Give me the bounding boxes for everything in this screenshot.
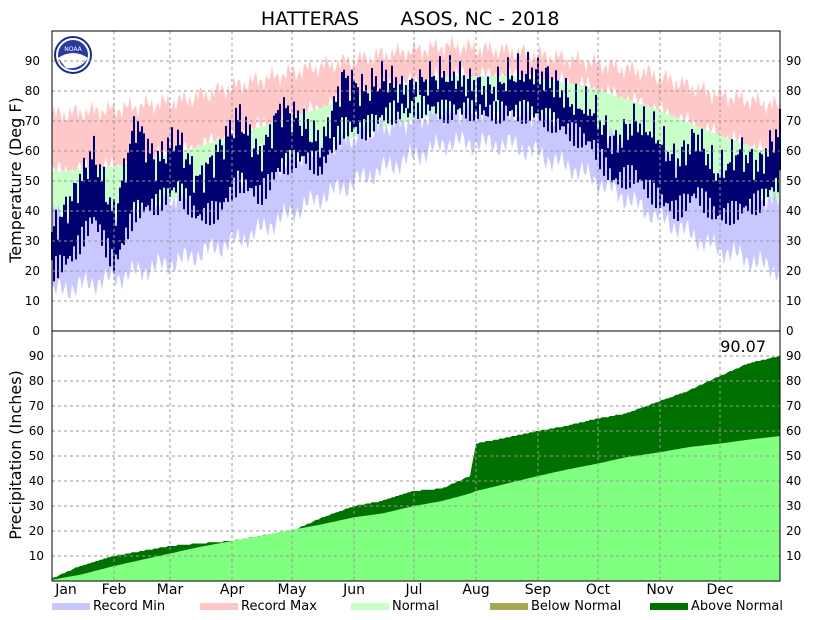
temp-tick-left: 80 bbox=[25, 84, 40, 98]
temp-tick-left: 40 bbox=[25, 204, 40, 218]
legend-label: Normal bbox=[392, 599, 439, 614]
month-tick-label: Apr bbox=[220, 582, 244, 598]
legend-swatch bbox=[200, 603, 238, 610]
temperature-panel: 0 0 10 10 20 20 30 30 40 40 50 50 60 60 70 70 80 80 90 90 bbox=[25, 30, 801, 338]
legend-label: Above Normal bbox=[691, 599, 783, 614]
normal-precip-area bbox=[52, 436, 780, 581]
month-tick-label: Mar bbox=[157, 582, 184, 598]
record-min-band bbox=[52, 98, 780, 300]
svg-text:NOAA: NOAA bbox=[64, 46, 82, 53]
month-tick-label: Dec bbox=[706, 582, 733, 598]
precip-tick-left: 50 bbox=[29, 449, 44, 463]
month-axis: Jan Feb Mar Apr May Jun Jul Aug Sep Oct Nov Dec bbox=[54, 582, 733, 598]
precipitation-frame bbox=[51, 330, 781, 582]
temp-tick-right: 50 bbox=[786, 174, 801, 188]
precip-tick-left: 40 bbox=[29, 474, 44, 488]
precip-tick-left: 60 bbox=[29, 424, 44, 438]
legend: Record Min Record Max Normal Below Normal Ab… bbox=[52, 599, 783, 614]
legend-label: Record Min bbox=[93, 599, 165, 614]
precip-tick-right: 80 bbox=[786, 374, 801, 388]
month-tick-label: Feb bbox=[102, 582, 127, 598]
temp-tick-right: 20 bbox=[786, 264, 801, 278]
month-tick-label: Jun bbox=[342, 582, 365, 598]
precip-tick-left: 30 bbox=[29, 499, 44, 513]
month-tick-label: Jul bbox=[405, 582, 423, 598]
precip-tick-left: 80 bbox=[29, 374, 44, 388]
month-tick-label: May bbox=[278, 582, 307, 598]
temp-tick-right: 30 bbox=[786, 234, 801, 248]
legend-swatch bbox=[351, 603, 389, 610]
chart-title-station: HATTERAS bbox=[261, 8, 359, 30]
temp-tick-right: 60 bbox=[786, 144, 801, 158]
precipitation-axis-label: Precipitation (Inches) bbox=[6, 370, 25, 540]
month-tick-label: Sep bbox=[525, 582, 552, 598]
month-tick-label: Nov bbox=[646, 582, 673, 598]
precip-tick-left: 90 bbox=[29, 349, 44, 363]
precip-tick-right: 20 bbox=[786, 524, 801, 538]
temp-tick-right: 40 bbox=[786, 204, 801, 218]
temp-tick-right: 0 bbox=[786, 324, 794, 338]
temp-tick-left: 20 bbox=[25, 264, 40, 278]
record-max-band bbox=[52, 34, 780, 180]
month-tick-label: Aug bbox=[462, 582, 489, 598]
legend-swatch bbox=[650, 603, 688, 610]
precip-tick-right: 60 bbox=[786, 424, 801, 438]
precip-tick-left: 20 bbox=[29, 524, 44, 538]
temp-tick-left: 60 bbox=[25, 144, 40, 158]
precip-tick-right: 30 bbox=[786, 499, 801, 513]
legend-label: Record Max bbox=[241, 599, 317, 614]
precip-tick-right: 90 bbox=[786, 349, 801, 363]
precip-tick-left: 10 bbox=[29, 549, 44, 563]
precip-tick-left: 70 bbox=[29, 399, 44, 413]
temp-tick-right: 90 bbox=[786, 54, 801, 68]
temp-tick-right: 10 bbox=[786, 294, 801, 308]
temp-tick-right: 80 bbox=[786, 84, 801, 98]
precipitation-panel: 10 10 20 20 30 30 40 40 50 50 60 60 70 70 80 80 90 90 bbox=[29, 330, 801, 582]
temperature-grid bbox=[51, 31, 780, 331]
precipitation-grid bbox=[51, 331, 780, 581]
precipitation-total-label: 90.07 bbox=[720, 337, 766, 356]
temperature-axis-label: Temperature (Deg F) bbox=[6, 97, 25, 264]
month-tick-label: Jan bbox=[54, 582, 77, 598]
legend-swatch bbox=[490, 603, 528, 610]
precip-tick-right: 10 bbox=[786, 549, 801, 563]
temp-tick-left: 10 bbox=[25, 294, 40, 308]
temp-tick-left: 30 bbox=[25, 234, 40, 248]
temp-tick-left: 50 bbox=[25, 174, 40, 188]
temp-tick-left: 0 bbox=[32, 324, 40, 338]
noaa-logo-icon: NOAA bbox=[54, 36, 92, 74]
temp-tick-left: 90 bbox=[25, 54, 40, 68]
precip-tick-right: 40 bbox=[786, 474, 801, 488]
precip-tick-right: 50 bbox=[786, 449, 801, 463]
precip-tick-right: 70 bbox=[786, 399, 801, 413]
month-tick-label: Oct bbox=[586, 582, 611, 598]
legend-swatch bbox=[52, 603, 90, 610]
chart-title-location: ASOS, NC - 2018 bbox=[401, 8, 560, 30]
legend-label: Below Normal bbox=[531, 599, 621, 614]
temp-tick-left: 70 bbox=[25, 114, 40, 128]
temp-tick-right: 70 bbox=[786, 114, 801, 128]
